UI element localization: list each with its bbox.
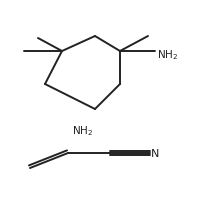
Text: NH$_2$: NH$_2$ <box>72 123 94 137</box>
Text: NH$_2$: NH$_2$ <box>157 48 178 62</box>
Text: N: N <box>151 148 159 158</box>
